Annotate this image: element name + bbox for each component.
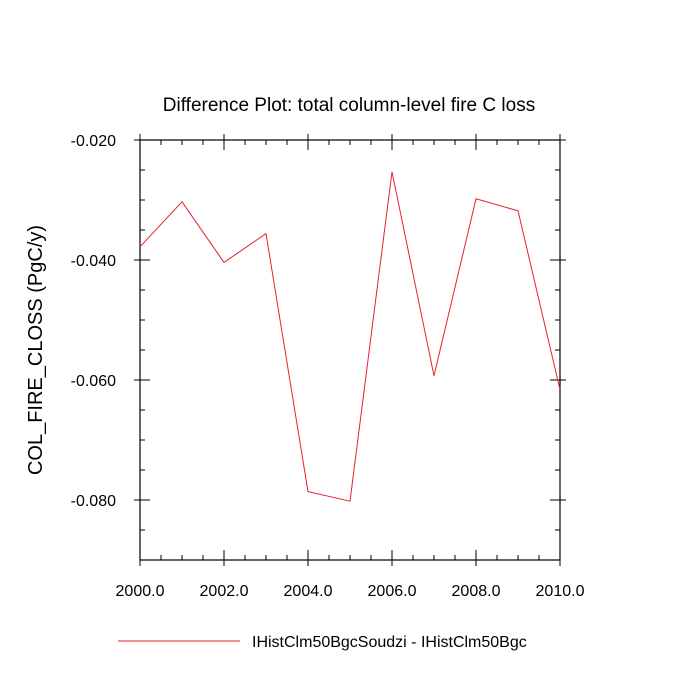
- y-tick-label: -0.080: [71, 493, 116, 510]
- x-tick-label: 2002.0: [200, 583, 249, 600]
- x-tick-label: 2008.0: [452, 583, 501, 600]
- y-axis-label: COL_FIRE_CLOSS (PgC/y): [25, 225, 47, 475]
- legend: IHistClm50BgcSoudzi - IHistClm50Bgc: [118, 634, 527, 651]
- axis-tick-labels: 2000.0 2002.0 2004.0 2006.0 2008.0 2010.0 -0.0…: [71, 133, 585, 600]
- series-line: [139, 171, 561, 502]
- axis-ticks: [134, 134, 566, 566]
- plot-frame: [139, 139, 561, 561]
- legend-entry-label: IHistClm50BgcSoudzi - IHistClm50Bgc: [252, 634, 527, 651]
- y-tick-label: -0.060: [71, 373, 116, 390]
- y-tick-label: -0.020: [71, 133, 116, 150]
- x-tick-label: 2006.0: [368, 583, 417, 600]
- series-layer: [139, 171, 561, 502]
- chart-title: Difference Plot: total column-level fire…: [163, 95, 535, 116]
- y-tick-label: -0.040: [71, 253, 116, 270]
- x-tick-label: 2004.0: [284, 583, 333, 600]
- x-tick-label: 2000.0: [116, 583, 165, 600]
- x-tick-label: 2010.0: [536, 583, 585, 600]
